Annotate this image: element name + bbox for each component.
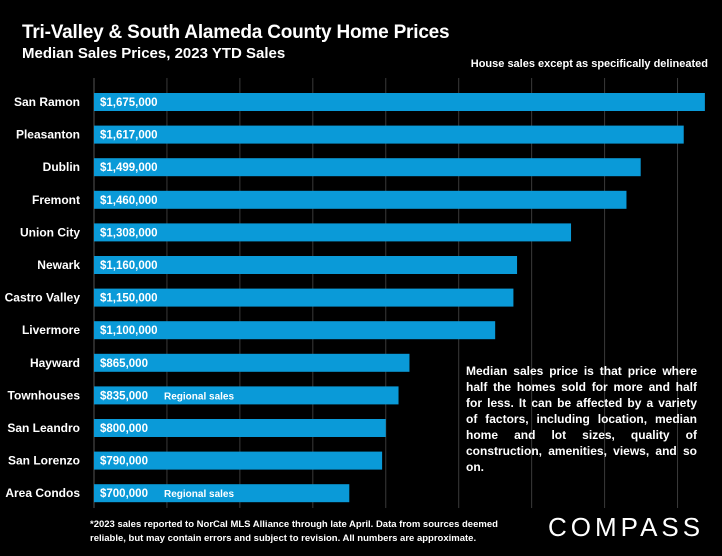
value-label: $700,000 xyxy=(100,488,148,500)
bar-area-condos xyxy=(94,484,350,503)
footnote: *2023 sales reported to NorCal MLS Allia… xyxy=(90,519,498,544)
bar-castro-valley xyxy=(94,288,514,307)
value-label: $1,160,000 xyxy=(100,260,158,272)
value-label: $835,000 xyxy=(100,390,148,402)
value-label: $1,150,000 xyxy=(100,293,158,305)
value-label: $865,000 xyxy=(100,358,148,370)
category-label: Castro Valley xyxy=(5,291,81,305)
bar-hayward xyxy=(94,353,410,372)
category-label: Newark xyxy=(37,258,80,272)
chart-title: Tri-Valley & South Alameda County Home P… xyxy=(22,22,450,43)
bar-fremont xyxy=(94,190,627,209)
chart-subtitle: Median Sales Prices, 2023 YTD Sales xyxy=(22,45,286,62)
bar-livermore xyxy=(94,321,496,340)
bar-union-city xyxy=(94,223,572,242)
bar-san-lorenzo xyxy=(94,451,383,470)
value-label: $1,675,000 xyxy=(100,97,158,109)
bar-dublin xyxy=(94,158,641,177)
annotation-label: Regional sales xyxy=(164,391,234,402)
sales-type-note: House sales except as specifically delin… xyxy=(470,58,708,70)
value-label: $800,000 xyxy=(100,423,148,435)
value-label: $1,100,000 xyxy=(100,325,158,337)
compass-logo: COMPASS xyxy=(548,512,705,542)
bar-san-ramon xyxy=(94,93,705,111)
value-label: $1,308,000 xyxy=(100,227,158,239)
category-label: Area Condos xyxy=(5,486,80,500)
category-label: Livermore xyxy=(22,323,80,337)
bar-newark xyxy=(94,256,518,274)
category-label: Hayward xyxy=(30,356,80,370)
median-price-explanation: Median sales price is that price where h… xyxy=(466,364,697,474)
category-label: Pleasanton xyxy=(16,128,80,142)
category-label: Union City xyxy=(20,225,80,239)
bar-san-leandro xyxy=(94,419,386,437)
value-label: $1,617,000 xyxy=(100,130,158,142)
category-label: San Ramon xyxy=(14,95,80,109)
bar-townhouses xyxy=(94,386,399,405)
category-label: Dublin xyxy=(43,160,80,174)
category-label: Fremont xyxy=(32,193,80,207)
value-label: $1,499,000 xyxy=(100,162,158,174)
category-label: San Leandro xyxy=(7,421,80,435)
category-label: San Lorenzo xyxy=(8,454,80,468)
bar-pleasanton xyxy=(94,125,684,144)
value-label: $1,460,000 xyxy=(100,195,158,207)
value-label: $790,000 xyxy=(100,456,148,468)
annotation-label: Regional sales xyxy=(164,489,234,500)
category-label: Townhouses xyxy=(8,388,81,402)
